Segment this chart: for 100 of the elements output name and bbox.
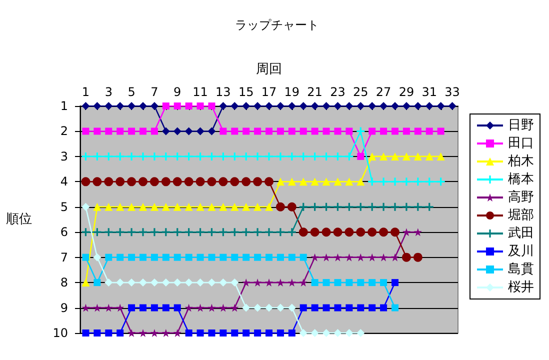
point <box>127 177 136 186</box>
point <box>230 177 240 186</box>
point <box>162 102 170 110</box>
legend-label: 桜井 <box>508 280 534 295</box>
point <box>173 127 182 136</box>
point <box>242 330 250 336</box>
point <box>357 152 364 160</box>
point <box>266 330 272 336</box>
point <box>322 178 330 186</box>
point <box>322 152 330 160</box>
point <box>356 253 365 262</box>
point <box>128 228 136 236</box>
point <box>93 202 102 211</box>
point <box>162 202 170 211</box>
point <box>368 128 376 135</box>
point <box>436 178 445 186</box>
point <box>105 254 112 261</box>
point <box>219 278 228 287</box>
y-tick-label: 2 <box>60 124 68 138</box>
point <box>104 177 114 186</box>
point <box>300 128 307 135</box>
point <box>380 304 388 312</box>
point <box>298 228 308 237</box>
point <box>128 254 136 261</box>
point <box>266 254 272 261</box>
point <box>242 102 250 110</box>
point <box>310 102 319 110</box>
point <box>265 202 273 211</box>
point <box>391 102 399 110</box>
point <box>310 228 320 237</box>
y-tick-label: 10 <box>52 326 68 340</box>
point <box>402 102 410 110</box>
point <box>173 202 182 211</box>
point <box>437 128 444 135</box>
point <box>174 102 181 110</box>
point <box>139 102 147 110</box>
point <box>414 202 422 211</box>
point <box>184 278 193 287</box>
point <box>150 278 158 287</box>
point <box>128 202 136 211</box>
y-axis-title: 順位 <box>6 212 32 227</box>
point <box>173 329 182 337</box>
point <box>184 228 193 236</box>
point <box>139 202 147 211</box>
point <box>413 252 422 262</box>
point <box>219 102 228 110</box>
point <box>242 254 250 261</box>
point <box>254 278 262 287</box>
point <box>82 228 90 236</box>
point <box>345 102 354 110</box>
y-tick-label: 5 <box>60 200 68 214</box>
point <box>288 152 296 160</box>
point <box>150 152 158 160</box>
point <box>391 152 399 160</box>
point <box>116 177 125 186</box>
point <box>346 304 353 312</box>
point <box>128 329 136 337</box>
point <box>322 304 330 312</box>
point <box>116 254 124 261</box>
point <box>380 152 388 160</box>
point <box>196 127 204 136</box>
point <box>322 202 330 211</box>
x-tick-label: 9 <box>174 85 182 99</box>
x-tick-label: 11 <box>192 85 208 99</box>
point <box>104 278 113 287</box>
point <box>93 304 102 312</box>
point <box>208 102 216 110</box>
point <box>288 128 296 135</box>
point <box>391 178 399 186</box>
point <box>116 330 124 336</box>
point <box>218 177 228 186</box>
legend-label: 堀部 <box>507 208 534 223</box>
point <box>414 178 422 186</box>
point <box>92 177 102 186</box>
point <box>242 128 250 135</box>
point <box>368 202 376 211</box>
point <box>356 102 365 110</box>
point <box>220 128 227 135</box>
point <box>379 228 388 237</box>
chart-title: ラップチャート <box>235 18 319 32</box>
point <box>140 128 146 135</box>
point <box>356 127 365 136</box>
point <box>334 152 342 160</box>
point <box>254 330 262 336</box>
point <box>310 202 319 211</box>
point <box>162 228 170 236</box>
point <box>414 152 422 160</box>
point <box>231 330 238 336</box>
point <box>368 152 376 160</box>
point <box>93 152 102 160</box>
point <box>150 128 158 135</box>
point <box>288 102 296 110</box>
point <box>161 177 170 186</box>
point <box>230 278 239 287</box>
point <box>254 304 262 312</box>
point <box>184 152 193 160</box>
point <box>254 228 262 236</box>
point <box>368 304 376 312</box>
point <box>172 177 182 186</box>
point <box>299 152 308 160</box>
